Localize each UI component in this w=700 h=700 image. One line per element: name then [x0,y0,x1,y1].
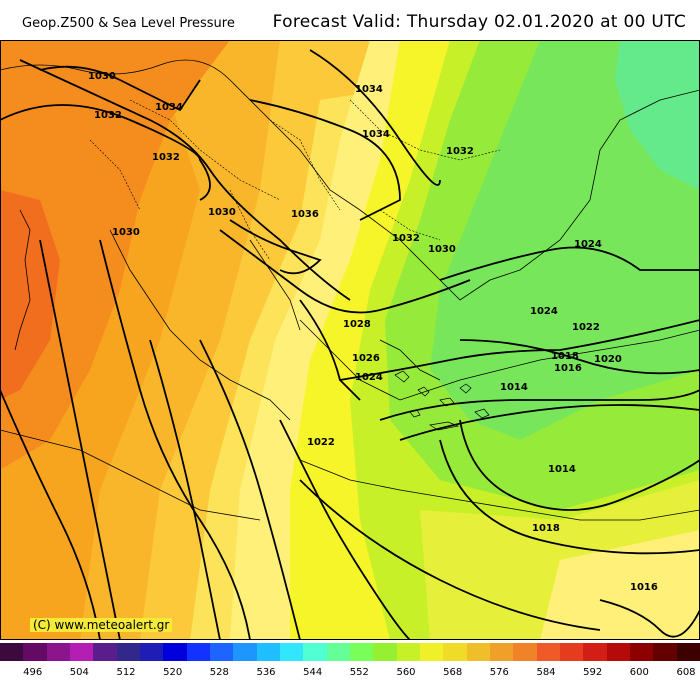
colorbar [0,643,700,661]
isobar-label: 1032 [152,152,180,163]
isobars [0,49,700,640]
isobar-label: 1030 [428,244,456,255]
colorbar-tick-label: 584 [536,667,556,678]
isobar-label: 1030 [112,227,140,238]
colorbar-tick-label: 568 [443,667,463,678]
colorbar-swatch [653,643,677,661]
colorbar-swatch [116,643,140,661]
colorbar-tick-label: 608 [676,667,696,678]
field-band-564-south [540,530,700,640]
isobar-label: 1024 [530,306,558,317]
field-band-540 [615,40,700,190]
colorbar-swatch [23,643,47,661]
colorbar-swatch [163,643,187,661]
field-band-584 [0,190,60,400]
product-title: Geop.Z500 & Sea Level Pressure [22,16,235,31]
field-band-580 [0,40,230,470]
colorbar-swatch [513,643,537,661]
colorbar-swatch [93,643,117,661]
colorbar-swatch [69,643,94,661]
colorbar-swatch [303,643,327,661]
colorbar-tick-label: 528 [209,667,229,678]
colorbar-swatch [396,643,420,661]
isobar-label: 1014 [500,382,528,393]
borders [89,99,501,261]
copyright-credit: (C) www.meteoalert.gr [30,618,173,632]
colorbar-tick-label: 520 [163,667,183,678]
colorbar-tick-label: 600 [629,667,649,678]
isobar-label: 1032 [94,110,122,121]
isobar-label: 1034 [155,102,183,113]
colorbar-swatch [606,643,630,661]
islands [394,370,490,431]
colorbar-swatch [419,643,444,661]
colorbar-tick-label: 592 [583,667,603,678]
colorbar-swatch [326,643,350,661]
forecast-map: 1030 1032 1034 1032 1030 1030 1034 1034 … [0,40,700,640]
isobar-label: 1022 [572,322,600,333]
isobar-labels: 1030 1032 1034 1032 1030 1030 1034 1034 … [88,71,658,593]
isobar-label: 1032 [392,233,420,244]
isobar-label: 1016 [630,582,658,593]
colorbar-tick-label: 552 [349,667,369,678]
isobar-label: 1024 [574,239,602,250]
isobar-label: 1022 [307,437,335,448]
colorbar-ticks: 496 504 512 520 528 536 544 552 560 568 576 584 592 6… [0,667,700,687]
isobar-label: 1034 [355,84,383,95]
colorbar-tick-label: 544 [303,667,323,678]
colorbar-tick-label: 512 [116,667,136,678]
forecast-valid-title: Forecast Valid: Thursday 02.01.2020 at 0… [272,12,686,32]
isobar-label: 1034 [362,129,390,140]
colorbar-swatch [629,643,654,661]
colorbar-swatch [349,643,374,661]
colorbar-swatch [676,643,700,661]
isobar-label: 1018 [532,523,560,534]
colorbar-swatch [46,643,70,661]
colorbar-swatch [373,643,397,661]
colorbar-swatch [279,643,304,661]
colorbar-tick-label: 576 [489,667,509,678]
isobar-label: 1014 [548,464,576,475]
isobar-label: 1026 [352,353,380,364]
isobar-label: 1028 [343,319,371,330]
colorbar-swatch [489,643,514,661]
colorbar-swatch [583,643,607,661]
colorbar-swatch [466,643,490,661]
colorbar-swatch [443,643,467,661]
colorbar-tick-label: 504 [69,667,89,678]
colorbar-tick-label: 560 [396,667,416,678]
colorbar-swatch [0,643,24,661]
field-band-544 [430,40,700,440]
isobar-label: 1036 [291,209,319,220]
colorbar-swatch [536,643,560,661]
isobar-label: 1030 [208,207,236,218]
isobar-label: 1032 [446,146,474,157]
colorbar-swatch [209,643,234,661]
isobar-label: 1020 [594,354,622,365]
colorbar-tick-label: 536 [256,667,276,678]
colorbar-swatch [559,643,584,661]
colorbar-tick-label: 496 [23,667,43,678]
isobar-label: 1030 [88,71,116,82]
colorbar-swatch [186,643,210,661]
colorbar-swatch [233,643,257,661]
colorbar-swatch [256,643,280,661]
colorbar-swatch [139,643,164,661]
isobar-label: 1016 [554,363,582,374]
isobar-label: 1024 [355,372,383,383]
isobar-label: 1018 [551,351,579,362]
